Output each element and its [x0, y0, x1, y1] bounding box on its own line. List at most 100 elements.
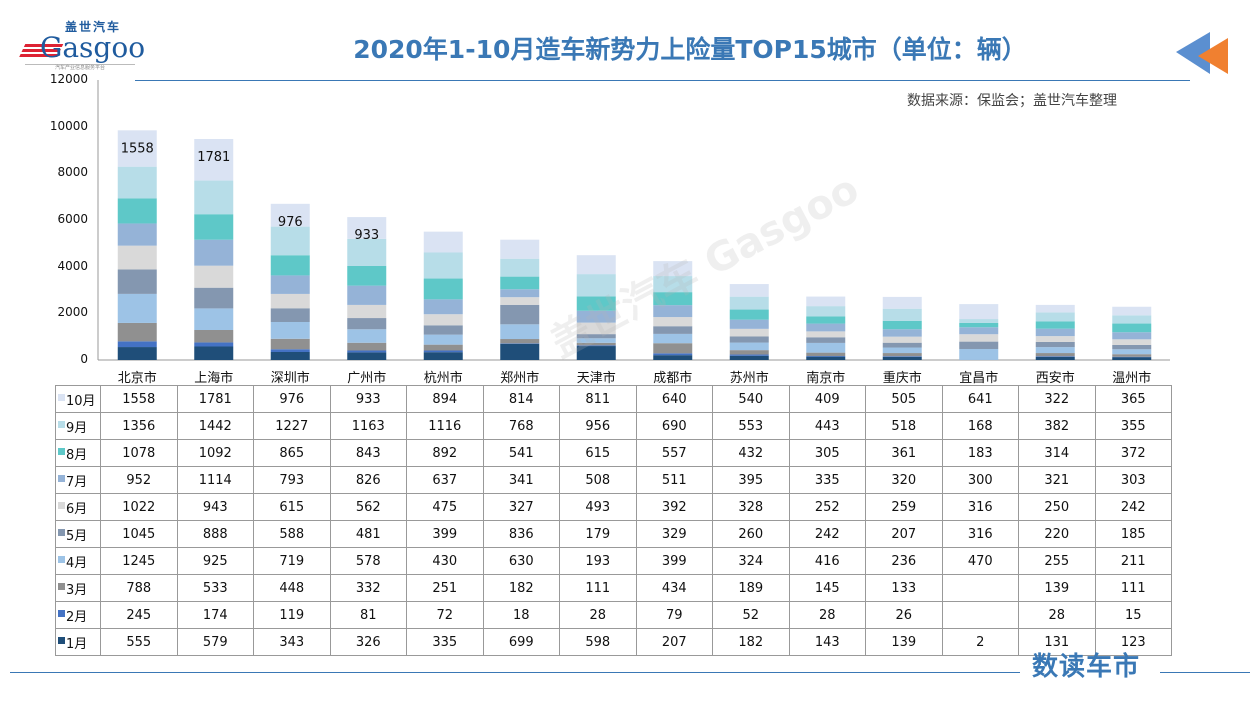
- bar-segment-2月-成都市: [653, 353, 693, 356]
- bar-segment-10月-天津市: [576, 255, 616, 275]
- bar-segment-10月-重庆市: [882, 296, 922, 309]
- bar-segment-3月-重庆市: [882, 353, 922, 357]
- bar-segment-8月-深圳市: [270, 255, 310, 276]
- bar-segment-3月-深圳市: [270, 338, 310, 350]
- table-cell: 1356: [100, 412, 178, 440]
- bar-segment-6月-重庆市: [882, 336, 922, 343]
- bar-segment-3月-成都市: [653, 343, 693, 354]
- table-cell: 1078: [100, 439, 178, 467]
- bar-segment-5月-深圳市: [270, 308, 310, 322]
- table-cell: 139: [1018, 574, 1096, 602]
- bar-segment-1月-天津市: [576, 346, 616, 360]
- bar-segment-8月-西安市: [1035, 321, 1075, 329]
- bar-segment-7月-深圳市: [270, 275, 310, 294]
- table-cell: 511: [635, 466, 713, 494]
- category-label: 天津市: [576, 371, 616, 386]
- table-cell: 123: [1094, 628, 1172, 656]
- table-cell: 329: [635, 520, 713, 548]
- table-cell: 925: [176, 547, 254, 575]
- bar-segment-7月-重庆市: [882, 329, 922, 337]
- table-cell: 28: [788, 601, 866, 629]
- table-cell: 341: [482, 466, 560, 494]
- bar-segment-1月-西安市: [1035, 356, 1075, 360]
- category-label: 宜昌市: [959, 371, 999, 386]
- table-cell: 242: [788, 520, 866, 548]
- table-cell: 443: [788, 412, 866, 440]
- table-cell: 193: [559, 547, 637, 575]
- legend-swatch: [58, 474, 65, 482]
- y-tick-label: 10000: [49, 118, 88, 133]
- bar-segment-10月-南京市: [806, 296, 846, 307]
- bar-segment-7月-宜昌市: [959, 327, 999, 335]
- bar-segment-8月-宜昌市: [959, 322, 999, 328]
- table-cell: 448: [253, 574, 331, 602]
- bar-segment-3月-上海市: [194, 329, 234, 343]
- bar-segment-6月-杭州市: [423, 314, 463, 326]
- table-cell: 343: [253, 628, 331, 656]
- bar-segment-4月-北京市: [117, 293, 157, 323]
- table-cell: 579: [176, 628, 254, 656]
- bar-segment-6月-南京市: [806, 331, 846, 338]
- legend-label: 7月: [66, 474, 88, 490]
- table-cell: 690: [635, 412, 713, 440]
- bar-segment-9月-温州市: [1112, 315, 1152, 324]
- table-cell: 395: [712, 466, 790, 494]
- category-label: 苏州市: [729, 371, 769, 386]
- legend-label: 8月: [66, 447, 88, 463]
- legend-label: 10月: [66, 393, 96, 409]
- table-cell: 179: [559, 520, 637, 548]
- page-title: 2020年1-10月造车新势力上险量TOP15城市（单位：辆）: [353, 35, 1027, 64]
- table-cell: 598: [559, 628, 637, 656]
- stacked-bar-chart: 1558 1781 976 933: [97, 80, 1170, 361]
- table-cell: 508: [559, 466, 637, 494]
- table-cell: 372: [1094, 439, 1172, 467]
- legend-cell: 10月: [55, 385, 101, 413]
- table-cell: 615: [559, 439, 637, 467]
- bar-segment-10月-北京市: [117, 130, 157, 167]
- table-cell: 1227: [253, 412, 331, 440]
- bar-segment-5月-宜昌市: [959, 341, 999, 349]
- table-cell: 416: [788, 547, 866, 575]
- table-cell: 255: [1018, 547, 1096, 575]
- table-cell: 578: [329, 547, 407, 575]
- table-cell: 321: [1018, 466, 1096, 494]
- table-cell: 365: [1094, 385, 1172, 413]
- bar-segment-3月-西安市: [1035, 353, 1075, 357]
- bar-segment-9月-上海市: [194, 180, 234, 215]
- table-row: 4月 1245 925 719 578 430 630 193 399 324 416 236 470 2…: [55, 547, 1172, 575]
- table-cell: 259: [865, 493, 943, 521]
- table-cell: 139: [865, 628, 943, 656]
- bar-segment-8月-北京市: [117, 198, 157, 224]
- data-label: 1781: [197, 150, 230, 165]
- legend-swatch: [58, 555, 65, 563]
- bar-segment-1月-郑州市: [500, 343, 540, 360]
- table-cell: 189: [712, 574, 790, 602]
- table-cell: 316: [941, 520, 1019, 548]
- table-cell: 324: [712, 547, 790, 575]
- bar-segment-9月-成都市: [653, 276, 693, 293]
- data-label: 976: [278, 215, 303, 230]
- table-cell: 475: [406, 493, 484, 521]
- table-cell: 182: [482, 574, 560, 602]
- table-cell: 207: [865, 520, 943, 548]
- legend-label: 3月: [66, 582, 88, 598]
- table-cell: 430: [406, 547, 484, 575]
- table-cell: 335: [406, 628, 484, 656]
- table-cell: 836: [482, 520, 560, 548]
- table-cell: 119: [253, 601, 331, 629]
- table-cell: 1045: [100, 520, 178, 548]
- table-cell: 335: [788, 466, 866, 494]
- bar-segment-9月-杭州市: [423, 252, 463, 279]
- table-cell: 327: [482, 493, 560, 521]
- bar-segment-2月-上海市: [194, 342, 234, 347]
- table-cell: 399: [406, 520, 484, 548]
- table-cell: 316: [941, 493, 1019, 521]
- table-cell: 250: [1018, 493, 1096, 521]
- table-cell: 220: [1018, 520, 1096, 548]
- table-cell: 168: [941, 412, 1019, 440]
- table-cell: 699: [482, 628, 560, 656]
- bar-segment-1月-重庆市: [882, 356, 922, 360]
- table-cell: 811: [559, 385, 637, 413]
- legend-swatch: [58, 501, 65, 509]
- bar-segment-6月-郑州市: [500, 297, 540, 305]
